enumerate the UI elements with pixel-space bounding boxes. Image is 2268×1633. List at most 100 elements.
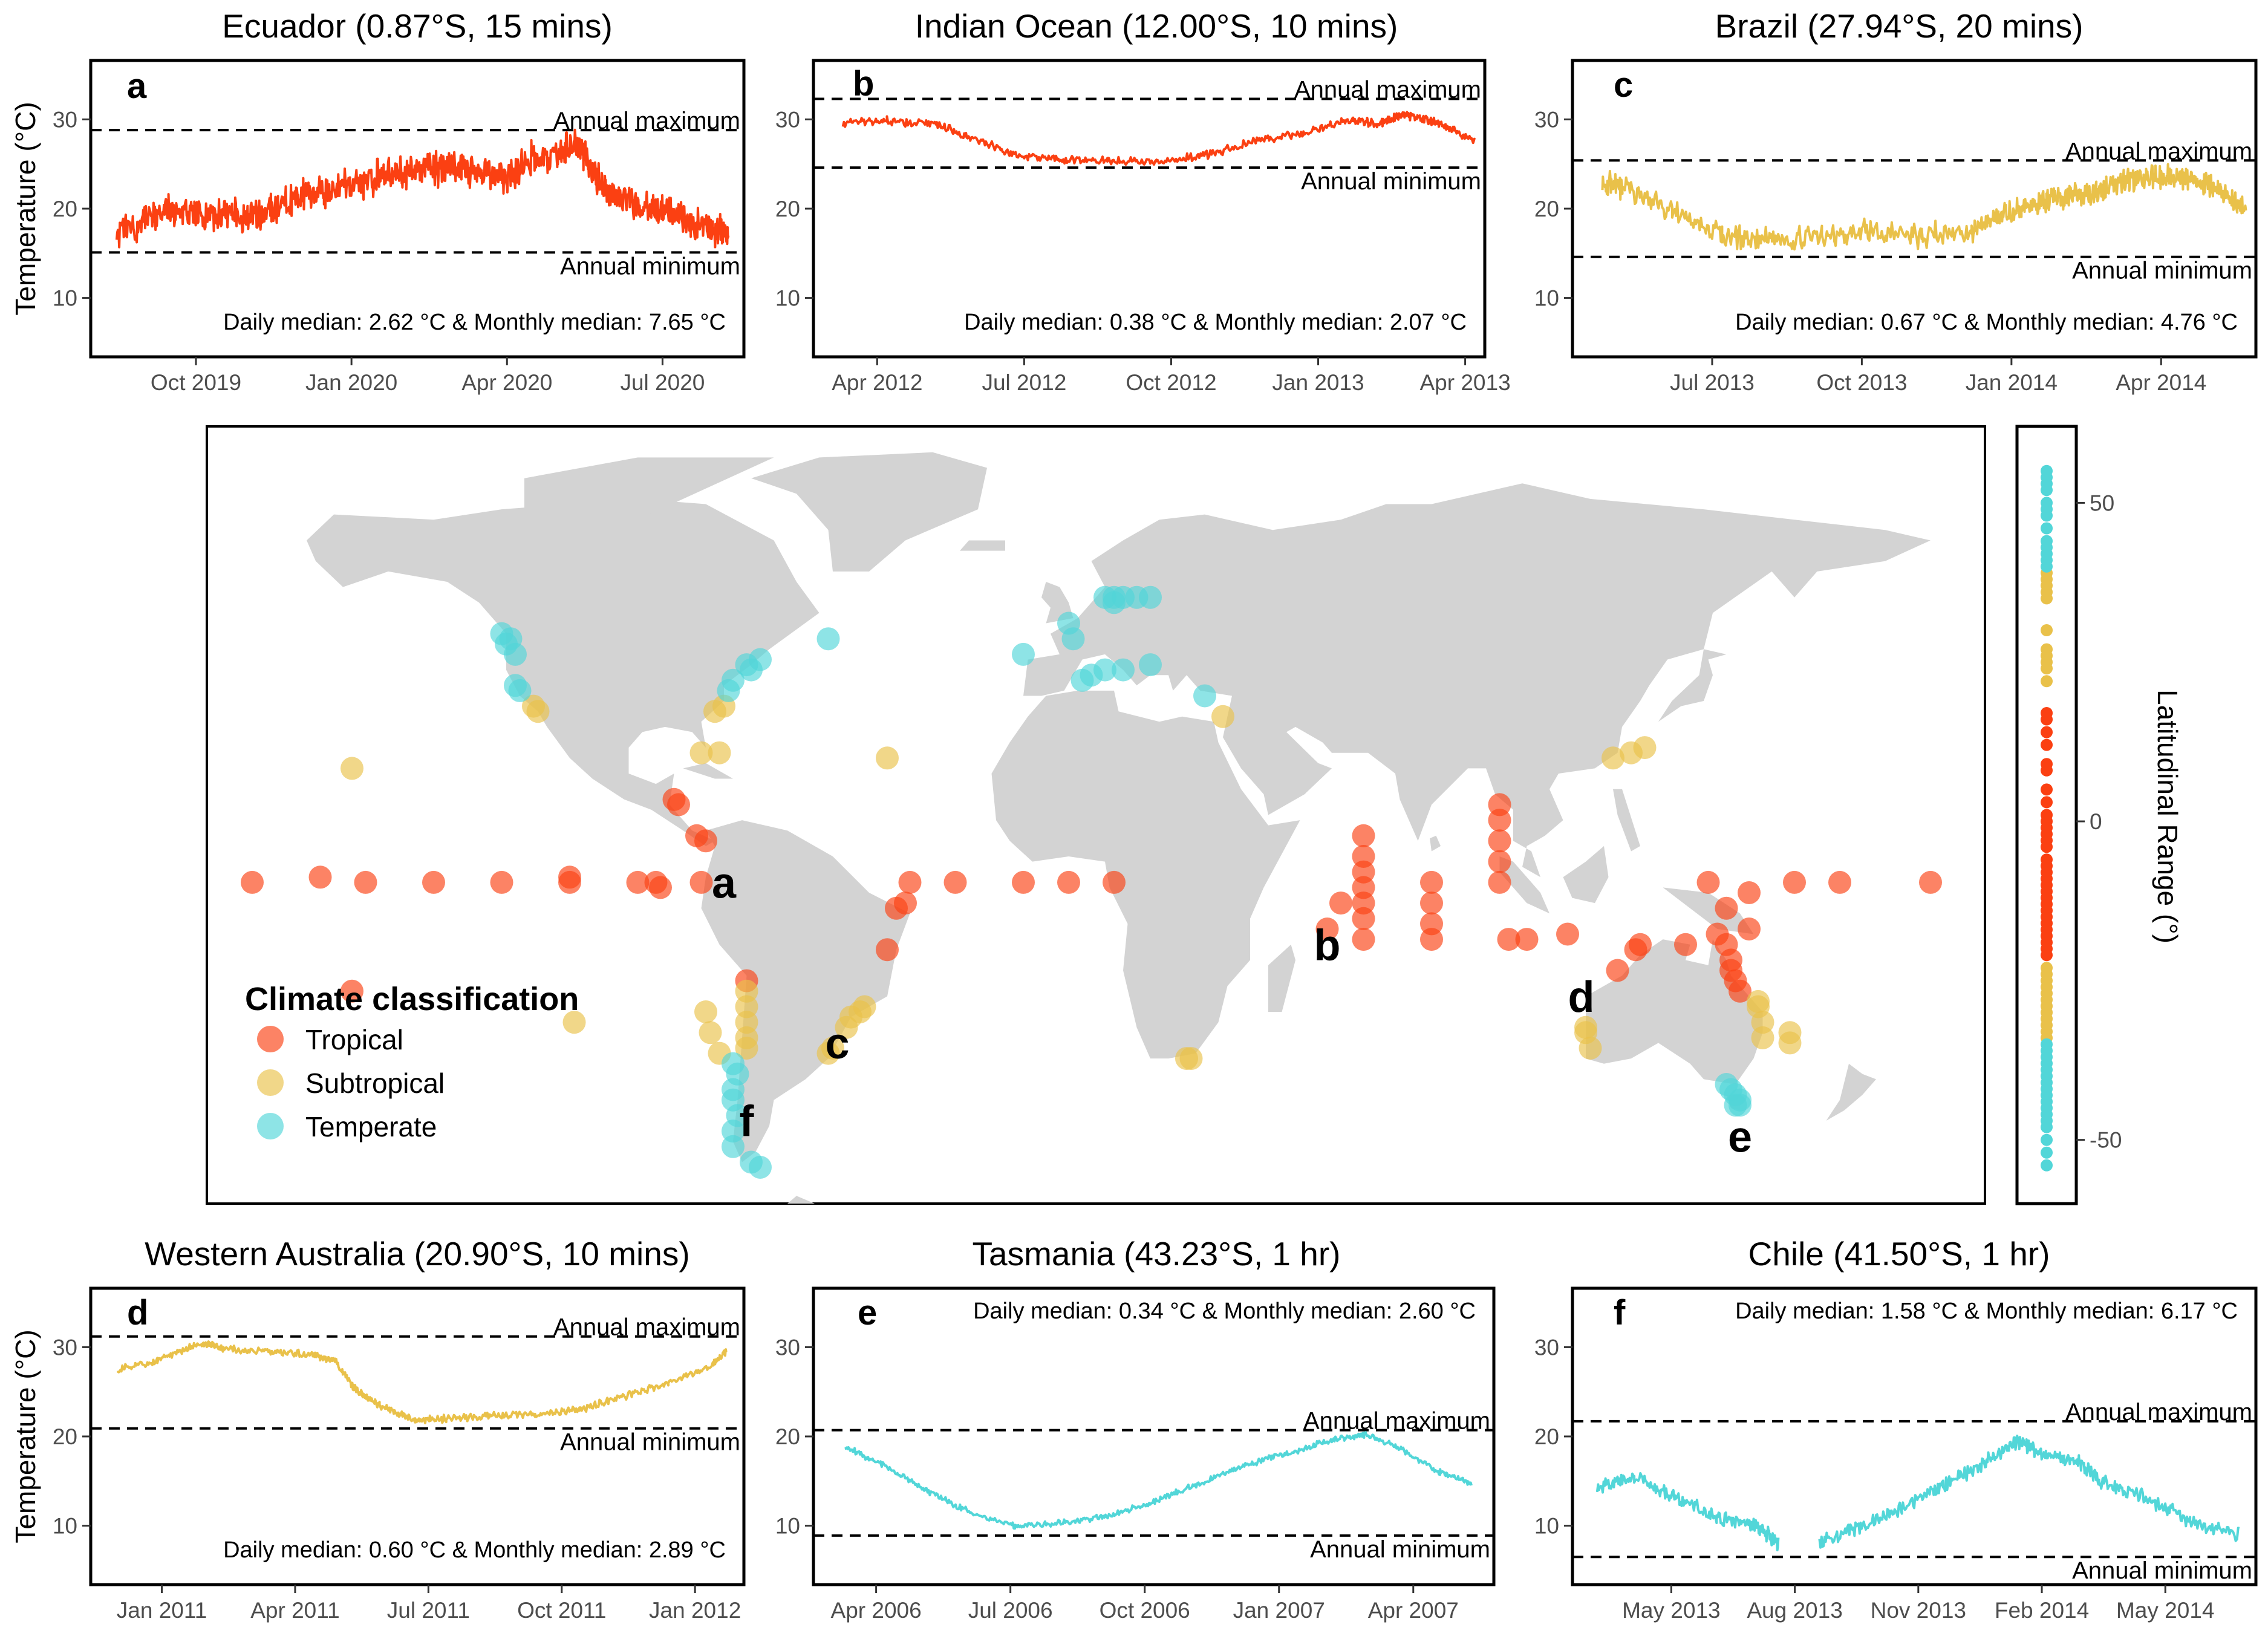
y-tick-label: 20 bbox=[1534, 1424, 1559, 1449]
site-point-temperate bbox=[1103, 591, 1126, 614]
y-tick-label: 20 bbox=[1534, 197, 1559, 221]
site-point-subtropical bbox=[694, 1000, 717, 1023]
y-tick-label: 30 bbox=[1534, 1335, 1559, 1360]
latitude-point-temperate bbox=[2041, 560, 2053, 573]
site-point-temperate bbox=[717, 679, 740, 702]
x-tick-label: Apr 2020 bbox=[461, 370, 552, 395]
x-tick-label: Apr 2006 bbox=[831, 1598, 922, 1623]
panel-f-ticks: 10 20 30 May 2013 Aug 2013 Nov 2013 Feb 2014 Ma… bbox=[1534, 1335, 2215, 1623]
site-point-tropical bbox=[1488, 829, 1511, 853]
site-point-subtropical bbox=[708, 741, 731, 764]
panel-f-temperature-series bbox=[1595, 1435, 2240, 1551]
site-point-temperate bbox=[1112, 658, 1135, 682]
x-tick-label: Jul 2011 bbox=[387, 1598, 470, 1623]
site-point-tropical bbox=[1488, 870, 1511, 894]
x-tick-label: May 2014 bbox=[2116, 1598, 2215, 1623]
site-point-subtropical bbox=[735, 1037, 758, 1060]
monitoring-sites bbox=[241, 585, 1942, 1179]
latitude-point-temperate bbox=[2041, 1159, 2053, 1172]
land-australia bbox=[1586, 939, 1763, 1084]
panel-b-letter: b bbox=[853, 64, 874, 103]
panel-e-median-text: Daily median: 0.34 °C & Monthly median: … bbox=[973, 1299, 1476, 1324]
site-point-subtropical bbox=[1778, 1031, 1802, 1055]
panel-f: Chile (41.50°S, 1 hr) f 10 20 30 May 2013 Au… bbox=[1534, 1235, 2258, 1623]
site-point-tropical bbox=[689, 870, 713, 894]
panel-a-ticks: 10 20 30 Oct 2019 Jan 2020 Apr 2020 Jul 2020 bbox=[53, 107, 705, 395]
site-point-subtropical bbox=[1179, 1047, 1203, 1071]
land-borneo bbox=[1563, 846, 1609, 904]
latitude-point-temperate bbox=[2041, 1146, 2053, 1159]
panel-d-letter: d bbox=[127, 1293, 148, 1332]
site-point-tropical bbox=[1420, 870, 1443, 894]
site-point-tropical bbox=[876, 938, 899, 962]
latitude-point-subtropical bbox=[2041, 662, 2053, 675]
legend-label-temperate: Temperate bbox=[305, 1111, 437, 1142]
panel-e-letter: e bbox=[858, 1293, 877, 1332]
latitude-points bbox=[2041, 464, 2053, 1172]
y-tick-label: 10 bbox=[53, 1514, 77, 1539]
panel-d-annual-min-label: Annual minimum bbox=[560, 1429, 740, 1456]
site-label-a: a bbox=[712, 859, 737, 908]
panel-c-ticks: 10 20 30 Jul 2013 Oct 2013 Jan 2014 Apr 2014 bbox=[1534, 107, 2207, 395]
x-tick-label: Aug 2013 bbox=[1747, 1598, 1842, 1623]
site-point-tropical bbox=[1738, 918, 1761, 940]
site-point-tropical bbox=[1696, 870, 1720, 894]
latitude-point-tropical bbox=[2041, 726, 2053, 738]
land-iceland bbox=[960, 540, 1005, 551]
latitudinal-range-panel: 50 0 -50 Latitudinal Range (°) bbox=[2015, 425, 2183, 1205]
legend-marker-subtropical bbox=[257, 1069, 284, 1096]
site-point-tropical bbox=[1352, 928, 1375, 951]
site-point-tropical bbox=[1057, 870, 1080, 894]
y-tick-label: 30 bbox=[775, 1335, 800, 1360]
site-point-tropical bbox=[694, 829, 717, 853]
legend-title: Climate classification bbox=[245, 981, 579, 1017]
latitude-point-temperate bbox=[2041, 484, 2053, 497]
x-tick-label: Oct 2011 bbox=[517, 1598, 606, 1623]
site-point-tropical bbox=[1420, 891, 1443, 915]
panel-b-title: Indian Ocean (12.00°S, 10 mins) bbox=[915, 7, 1398, 45]
site-label-c: c bbox=[825, 1020, 849, 1068]
x-tick-label: Nov 2013 bbox=[1871, 1598, 1966, 1623]
site-point-tropical bbox=[626, 870, 650, 894]
y-tick-label: 20 bbox=[53, 197, 77, 221]
site-point-tropical bbox=[341, 979, 363, 1003]
panel-c-letter: c bbox=[1614, 65, 1633, 105]
site-point-tropical bbox=[1828, 870, 1851, 894]
site-point-subtropical bbox=[526, 700, 550, 723]
site-point-temperate bbox=[1139, 653, 1162, 677]
site-point-subtropical bbox=[1751, 1026, 1774, 1049]
y-tick-label: 30 bbox=[53, 107, 77, 132]
site-point-tropical bbox=[241, 870, 264, 894]
site-point-tropical bbox=[898, 870, 922, 894]
latitude-point-tropical bbox=[2041, 783, 2053, 796]
latitude-axis-label: Latitudinal Range (°) bbox=[2152, 689, 2183, 944]
site-point-tropical bbox=[1103, 870, 1126, 894]
panel-f-annual-min-label: Annual minimum bbox=[2072, 1557, 2252, 1584]
panel-a-letter: a bbox=[127, 67, 147, 106]
panel-b: Indian Ocean (12.00°S, 10 mins) b 10 20 30… bbox=[775, 7, 1511, 395]
site-point-subtropical bbox=[1633, 736, 1657, 760]
land-africa bbox=[991, 690, 1300, 1059]
x-tick-label: Apr 2007 bbox=[1368, 1598, 1459, 1623]
y-tick-label: 10 bbox=[53, 286, 77, 311]
y-tick-label: 30 bbox=[1534, 107, 1559, 132]
land-new-zealand bbox=[1826, 1063, 1876, 1121]
x-tick-label: Jul 2012 bbox=[982, 370, 1066, 395]
latitude-point-tropical bbox=[2041, 949, 2053, 962]
x-tick-label: Jul 2013 bbox=[1670, 370, 1755, 395]
latitude-point-tropical bbox=[2041, 764, 2053, 777]
panel-d-annual-max-label: Annual maximum bbox=[553, 1314, 740, 1341]
legend-marker-tropical bbox=[257, 1026, 284, 1052]
site-point-subtropical bbox=[341, 757, 363, 780]
site-point-tropical bbox=[1715, 896, 1738, 920]
site-labels: a b c d e f bbox=[712, 859, 1752, 1162]
site-point-tropical bbox=[558, 865, 581, 889]
panel-b-annual-min-label: Annual minimum bbox=[1301, 168, 1481, 195]
site-label-d: d bbox=[1568, 973, 1595, 1022]
site-point-tropical bbox=[885, 896, 908, 920]
x-tick-label: Jul 2020 bbox=[620, 370, 705, 395]
land-antarctic-tip bbox=[787, 1196, 815, 1204]
site-point-tropical bbox=[1352, 824, 1375, 847]
y-tick-label: 30 bbox=[53, 1335, 77, 1360]
land-philippines bbox=[1613, 789, 1640, 852]
